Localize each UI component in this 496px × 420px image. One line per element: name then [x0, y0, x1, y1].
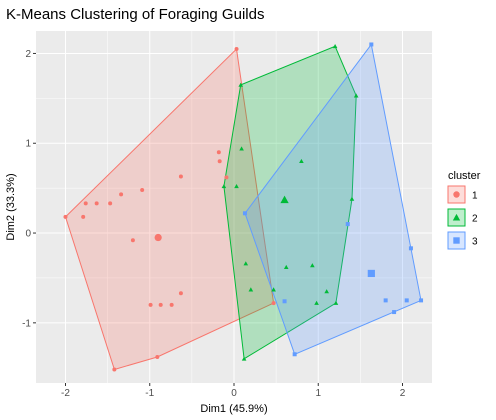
cluster-3-point: [242, 211, 247, 216]
cluster-2-point: [241, 356, 247, 361]
cluster-1-point: [83, 201, 88, 206]
cluster-3-centroid: [367, 269, 375, 278]
cluster-2-point: [353, 93, 359, 98]
cluster-1-point: [158, 302, 163, 307]
cluster-2-point: [243, 261, 249, 266]
cluster-2-point: [234, 184, 239, 189]
y-axis-ticks: -1 0 1 2: [22, 49, 36, 329]
cluster-2-centroid: [280, 195, 289, 204]
legend-marker-1: [453, 191, 460, 198]
legend-marker-3: [453, 237, 460, 244]
data-points: [63, 42, 424, 372]
cluster-2-point: [333, 300, 339, 305]
legend: cluster 1 2 3: [447, 170, 481, 250]
cluster-2-point: [239, 146, 244, 151]
cluster-1-point: [217, 159, 222, 164]
cluster-1-point: [155, 354, 160, 359]
cluster-1-point: [119, 192, 124, 197]
legend-marker-2: [452, 213, 461, 221]
cluster-1-point: [148, 302, 153, 307]
cluster-3-point: [404, 298, 409, 303]
cluster-1-point: [234, 46, 239, 51]
cluster-1-point: [108, 201, 113, 206]
x-axis-ticks: -2 -1 0 1 2: [61, 383, 406, 399]
cluster-2-point: [283, 264, 289, 270]
cluster-1-centroid: [154, 233, 162, 242]
cluster-1-point: [81, 214, 86, 219]
legend-title: cluster: [448, 170, 481, 182]
cluster-2-point: [238, 82, 244, 87]
y-tick-label: -1: [22, 318, 31, 329]
x-tick-label: -2: [61, 388, 70, 399]
x-tick-label: 1: [315, 388, 321, 399]
x-tick-label: 2: [400, 388, 406, 399]
cluster-1-point: [140, 187, 145, 192]
cluster-1-point: [130, 238, 135, 243]
cluster-hulls: [64, 43, 422, 371]
cluster-1-point: [216, 150, 221, 155]
cluster-2-point: [310, 263, 315, 268]
cluster-1-hull: [64, 47, 275, 371]
cluster-1-point: [112, 367, 117, 372]
cluster-2-point: [221, 184, 227, 189]
cluster-2-hull: [223, 45, 357, 360]
cluster-1-point: [224, 175, 229, 180]
cluster-3-point: [383, 298, 388, 303]
legend-label-2: 2: [472, 214, 478, 225]
cluster-2-point: [271, 287, 276, 292]
cluster-3-point: [282, 299, 287, 304]
cluster-3-point: [408, 246, 413, 251]
cluster-3-point: [419, 298, 424, 303]
x-axis-title: Dim1 (45.9%): [200, 403, 267, 415]
y-tick-label: 2: [25, 49, 31, 60]
y-tick-label: 1: [25, 139, 31, 150]
cluster-1-point: [94, 201, 99, 206]
grid-lines: [36, 31, 432, 383]
chart-title: K-Means Clustering of Foraging Guilds: [6, 6, 264, 23]
legend-label-1: 1: [472, 191, 478, 202]
cluster-3-point: [345, 222, 350, 227]
cluster-3-hull: [244, 43, 422, 355]
cluster-1-point: [63, 214, 68, 219]
cluster-2-point: [324, 289, 329, 294]
x-tick-label: 0: [231, 388, 237, 399]
cluster-2-point: [332, 43, 338, 49]
legend-label-3: 3: [472, 237, 478, 248]
cluster-1-point: [169, 302, 174, 307]
cluster-2-point: [248, 287, 254, 292]
cluster-2-point: [349, 196, 355, 201]
cluster-1-point: [178, 174, 183, 179]
cluster-3-point: [292, 352, 297, 357]
cluster-2-point: [314, 300, 319, 305]
cluster-1-point: [271, 301, 276, 306]
y-tick-label: 0: [25, 229, 31, 240]
x-tick-label: -1: [145, 388, 154, 399]
y-axis-title: Dim2 (33.3%): [5, 173, 17, 240]
cluster-3-point: [369, 42, 374, 47]
cluster-3-point: [392, 310, 397, 315]
cluster-2-point: [299, 158, 304, 164]
cluster-1-point: [178, 291, 183, 296]
